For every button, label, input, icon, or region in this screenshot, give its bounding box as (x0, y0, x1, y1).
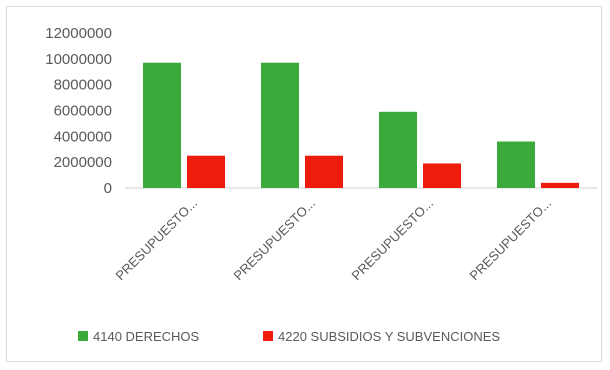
category-label: PRESUPUESTO... (467, 196, 555, 284)
bar-series-0-cat-2 (379, 111, 417, 188)
category-label: PRESUPUESTO... (113, 196, 201, 284)
y-axis-ticks: 0 2000000 4000000 6000000 8000000 10000000 120… (45, 25, 112, 197)
y-tick-label: 6000000 (54, 103, 112, 120)
y-tick-label: 2000000 (54, 154, 112, 171)
bar-series-1-cat-0 (187, 155, 225, 188)
y-tick-label: 0 (104, 180, 112, 197)
bar-series-1-cat-3 (541, 182, 579, 188)
category-labels: PRESUPUESTO... PRESUPUESTO... PRESUPUESTO.… (113, 196, 555, 284)
legend-swatch-0 (78, 331, 88, 341)
y-tick-label: 12000000 (45, 25, 112, 42)
bar-series-0-cat-0 (143, 62, 181, 189)
legend-label-0: 4140 DERECHOS (93, 329, 200, 344)
y-tick-label: 4000000 (54, 128, 112, 145)
y-tick-label: 10000000 (45, 51, 112, 68)
bar-series-1-cat-2 (423, 163, 461, 188)
bar-series-0-cat-3 (497, 141, 535, 188)
legend: 4140 DERECHOS 4220 SUBSIDIOS Y SUBVENCIO… (78, 329, 500, 344)
y-tick-label: 8000000 (54, 77, 112, 94)
legend-label-1: 4220 SUBSIDIOS Y SUBVENCIONES (278, 329, 500, 344)
bar-series-0-cat-1 (261, 62, 299, 189)
bar-series-1-cat-1 (305, 155, 343, 188)
bars (143, 62, 579, 189)
category-label: PRESUPUESTO... (231, 196, 319, 284)
legend-swatch-1 (263, 331, 273, 341)
category-label: PRESUPUESTO... (349, 196, 437, 284)
